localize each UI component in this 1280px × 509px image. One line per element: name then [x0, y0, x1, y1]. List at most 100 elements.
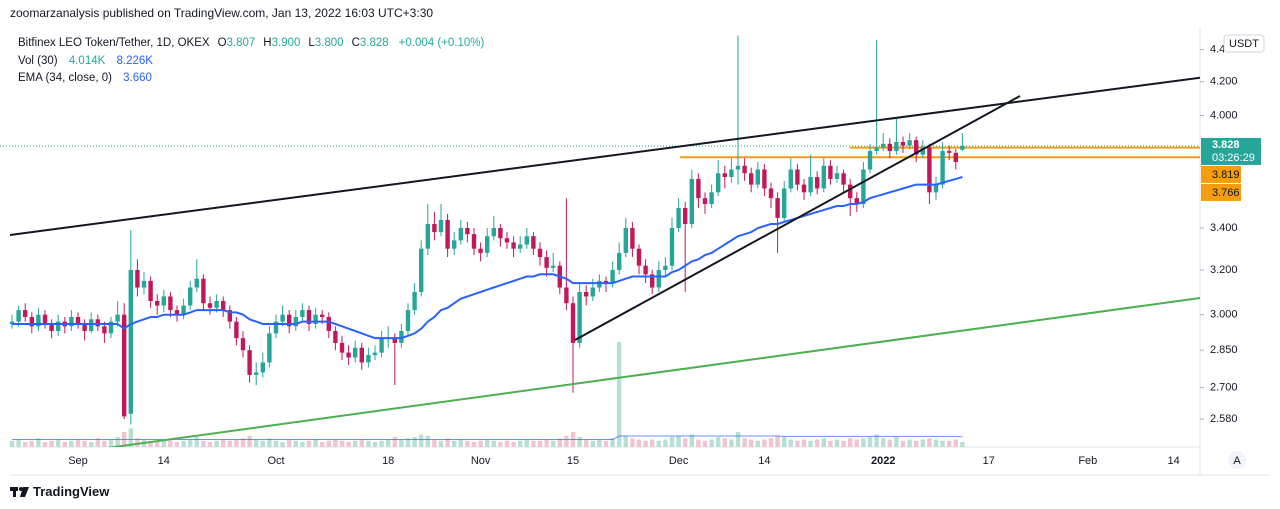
volume-bar — [953, 439, 958, 447]
volume-bar — [557, 438, 562, 447]
candle-body — [650, 274, 655, 288]
volume-bar — [412, 437, 417, 447]
auto-scale-button[interactable] — [1228, 451, 1246, 469]
candle-body — [504, 238, 510, 243]
candle-body — [775, 198, 780, 218]
volume-bar — [643, 440, 648, 447]
candle-body — [524, 236, 529, 245]
volume-bar — [155, 442, 160, 447]
candle-body — [577, 291, 582, 343]
y-tick-label: 2.580 — [1210, 413, 1238, 425]
volume-bar — [656, 440, 661, 447]
volume-bar — [716, 437, 721, 447]
volume-bar — [102, 440, 107, 447]
volume-bar — [49, 440, 54, 447]
volume-bar — [742, 438, 747, 447]
volume-bar — [313, 439, 318, 447]
ohlc-value: 3.807 — [226, 37, 256, 49]
candle-body — [465, 228, 470, 235]
candle-body — [379, 338, 384, 353]
volume-bar — [940, 440, 945, 447]
x-tick-label: Feb — [1078, 455, 1097, 467]
volume-bar — [518, 440, 523, 447]
volume-bar — [392, 437, 397, 447]
candle-body — [900, 141, 906, 146]
volume-bar — [881, 438, 886, 447]
candle-body — [643, 265, 648, 275]
candle-body — [570, 303, 576, 343]
volume-bar — [683, 438, 688, 447]
volume-bar — [788, 439, 793, 447]
volume-bar — [333, 439, 338, 447]
volume-bar — [23, 442, 28, 447]
volume-bar — [867, 437, 873, 447]
candle-body — [795, 169, 800, 185]
volume-bar — [399, 439, 404, 447]
volume-bar — [326, 440, 331, 447]
candle-body — [445, 219, 450, 249]
candle-body — [828, 165, 833, 179]
candle-body — [155, 300, 160, 306]
candle-body — [287, 314, 292, 327]
candle-body — [623, 228, 628, 253]
countdown: 03:26:29 — [1212, 152, 1255, 164]
volume-bar — [188, 439, 193, 447]
currency-button[interactable] — [1223, 34, 1265, 53]
ohlc-key: H — [263, 37, 272, 49]
volume-bar — [56, 439, 61, 447]
volume-name: Vol (30) — [18, 54, 58, 67]
candle-body — [392, 338, 397, 343]
candle-body — [412, 291, 417, 311]
candle-body — [669, 228, 675, 266]
legend-row: Bitfinex LEO Token/Tether, 1D, OKEX O3.80… — [18, 35, 486, 53]
candle-body — [95, 319, 100, 327]
trend-line — [574, 95, 1021, 341]
volume-bar — [663, 439, 668, 447]
volume-bar — [306, 440, 312, 447]
candle-body — [181, 305, 186, 315]
y-tick-label: 3.000 — [1210, 309, 1238, 321]
candle-body — [742, 165, 747, 174]
auto-scale-label[interactable]: A — [1233, 455, 1241, 467]
volume-bar — [405, 438, 411, 447]
volume-bar — [320, 442, 325, 447]
volume-bar — [907, 439, 912, 447]
volume-bar — [386, 439, 391, 447]
volume-bar — [128, 428, 133, 447]
candle-body — [544, 257, 549, 268]
ohlc-legend: O3.807 H3.900 L3.800 C3.828 — [212, 37, 391, 49]
volume-bar — [359, 439, 364, 447]
candle-body — [940, 151, 945, 185]
candle-body — [735, 165, 741, 170]
volume-bar — [610, 438, 615, 447]
volume-bar — [62, 442, 67, 447]
volume-bar — [207, 442, 213, 447]
candle-body — [933, 184, 939, 193]
volume-bar — [815, 439, 820, 447]
candle-body — [128, 269, 133, 414]
ohlc-key: O — [217, 37, 227, 49]
currency[interactable]: USDT — [1229, 38, 1259, 50]
volume-bar — [267, 438, 272, 447]
logo — [10, 487, 29, 497]
candle-body — [696, 178, 701, 199]
volume-bar — [834, 439, 840, 447]
volume-bar — [603, 440, 609, 447]
volume-bar — [821, 438, 826, 447]
volume-bar — [82, 440, 87, 447]
ohlc-key: C — [351, 37, 360, 49]
volume-bar — [273, 440, 279, 447]
volume-bar — [438, 440, 444, 447]
candle-body — [663, 265, 668, 270]
candle-body — [267, 333, 272, 363]
candle-body — [597, 280, 602, 288]
candle-body — [108, 321, 114, 334]
candle-body — [89, 319, 94, 332]
candle-body — [729, 169, 734, 178]
candle-body — [551, 265, 556, 268]
volume-bar — [471, 442, 477, 447]
candle-body — [485, 236, 490, 253]
candle-body — [214, 300, 219, 308]
ohlc-value: 3.900 — [271, 37, 301, 49]
